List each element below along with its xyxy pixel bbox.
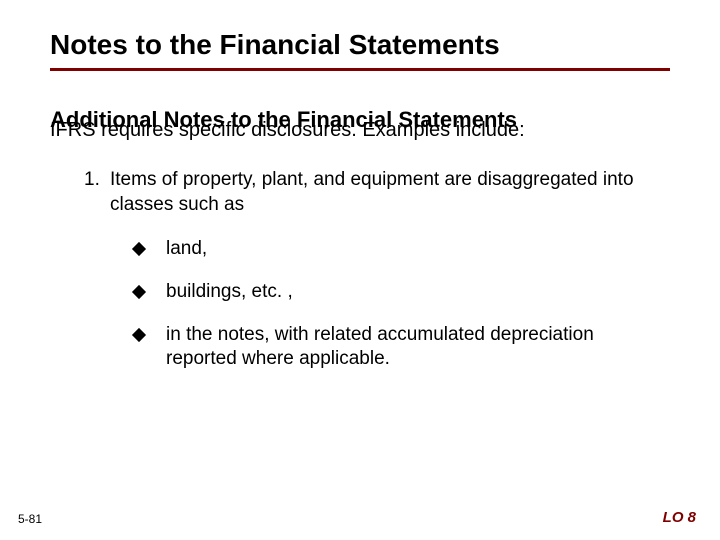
list-item: 1. Items of property, plant, and equipme… [84, 168, 670, 217]
list-item: land, [134, 237, 670, 262]
diamond-icon [132, 285, 146, 299]
slide-number: 5-81 [18, 512, 42, 526]
diamond-icon [132, 328, 146, 342]
list-item: buildings, etc. , [134, 280, 670, 305]
learning-objective: LO 8 [663, 509, 696, 526]
title-underline [50, 68, 670, 71]
slide: Notes to the Financial Statements Additi… [0, 0, 720, 540]
slide-title: Notes to the Financial Statements [50, 28, 670, 62]
bullet-text: land, [166, 237, 606, 262]
bullet-list: land, buildings, etc. , in the notes, wi… [84, 237, 670, 372]
list-text: Items of property, plant, and equipment … [110, 168, 670, 217]
bullet-text: buildings, etc. , [166, 280, 606, 305]
bullet-text: in the notes, with related accumulated d… [166, 323, 606, 372]
list-number: 1. [84, 168, 110, 217]
list-item: in the notes, with related accumulated d… [134, 323, 670, 372]
numbered-list: 1. Items of property, plant, and equipme… [50, 168, 670, 372]
body-text: IFRS requires specific disclosures. Exam… [50, 118, 670, 142]
diamond-icon [132, 242, 146, 256]
